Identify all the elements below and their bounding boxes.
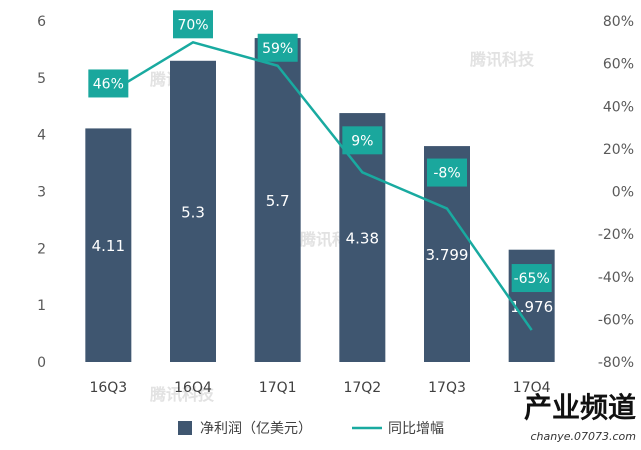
x-tick-label: 16Q4 bbox=[174, 380, 212, 396]
y-left-tick-label: 3 bbox=[37, 185, 46, 201]
y-left-tick-label: 4 bbox=[37, 128, 46, 144]
y-right-tick-label: -40% bbox=[598, 270, 634, 286]
watermark-text: 腾讯科技 bbox=[150, 385, 215, 404]
line-value-label: 70% bbox=[177, 17, 208, 33]
legend: 净利润（亿美元） 同比增幅 bbox=[178, 421, 444, 437]
left-axis: 0 1 2 3 4 5 6 bbox=[37, 14, 46, 371]
line-value-box bbox=[173, 10, 213, 39]
y-right-tick-label: 40% bbox=[603, 99, 634, 115]
bar bbox=[170, 60, 216, 363]
y-left-tick-label: 6 bbox=[37, 14, 46, 30]
right-axis: -80% -60% -40% -20% 0% 20% 40% 60% 80% bbox=[598, 14, 634, 371]
y-left-tick-label: 2 bbox=[37, 241, 46, 257]
line-value-box bbox=[427, 158, 467, 187]
line-value-box bbox=[342, 126, 383, 155]
line-value-label: 9% bbox=[351, 133, 373, 149]
x-tick-label: 17Q2 bbox=[343, 380, 381, 396]
y-right-tick-label: 0% bbox=[612, 185, 634, 201]
y-right-tick-label: 60% bbox=[603, 57, 634, 73]
x-tick-label: 17Q4 bbox=[513, 380, 551, 396]
x-tick-label: 17Q1 bbox=[259, 380, 297, 396]
corner-logo-title: 产业频道 bbox=[524, 391, 636, 424]
bar bbox=[85, 128, 132, 362]
line-value-label: 46% bbox=[93, 76, 124, 92]
y-left-tick-label: 5 bbox=[37, 71, 46, 87]
line-value-box bbox=[88, 69, 129, 98]
corner-logo-subtext: chanye.07073.com bbox=[531, 430, 637, 443]
y-left-tick-label: 0 bbox=[37, 355, 46, 371]
y-right-tick-label: 20% bbox=[603, 142, 634, 158]
bar-value-labels: 4.11 5.3 5.7 4.38 3.799 1.976 bbox=[92, 192, 554, 316]
x-tick-label: 17Q3 bbox=[428, 380, 466, 396]
bar-value-label: 4.11 bbox=[92, 237, 125, 255]
line-value-box bbox=[257, 33, 298, 62]
bar-value-label: 1.976 bbox=[510, 298, 553, 316]
line-value-box bbox=[511, 264, 552, 293]
line-value-label: 59% bbox=[262, 41, 293, 57]
corner-logo: 产业频道 chanye.07073.com bbox=[522, 390, 637, 445]
y-right-tick-label: -20% bbox=[598, 227, 634, 243]
y-right-tick-label: 80% bbox=[603, 14, 634, 30]
watermark-text: 腾讯科技 bbox=[470, 50, 535, 69]
x-tick-label: 16Q3 bbox=[89, 380, 127, 396]
bar-value-label: 3.799 bbox=[426, 246, 469, 264]
line-value-labels: 46% 70% 59% 9% -8% -65% bbox=[88, 10, 552, 293]
bar-value-label: 4.38 bbox=[346, 230, 379, 248]
line-value-label: -65% bbox=[514, 271, 550, 287]
legend-label-line: 同比增幅 bbox=[388, 421, 444, 437]
x-axis: 16Q3 16Q4 17Q1 17Q2 17Q3 17Q4 bbox=[89, 380, 550, 396]
y-left-tick-label: 1 bbox=[37, 298, 46, 314]
legend-label-bar: 净利润（亿美元） bbox=[200, 421, 312, 437]
legend-swatch-bar bbox=[178, 421, 192, 435]
line-value-label: -8% bbox=[433, 166, 460, 182]
y-right-tick-label: -80% bbox=[598, 355, 634, 371]
line-series bbox=[107, 41, 533, 331]
bar bbox=[254, 38, 301, 363]
bar-value-label: 5.3 bbox=[181, 203, 205, 221]
growth-line bbox=[107, 41, 533, 331]
bar-value-label: 5.7 bbox=[266, 192, 290, 210]
y-right-tick-label: -60% bbox=[598, 312, 634, 328]
